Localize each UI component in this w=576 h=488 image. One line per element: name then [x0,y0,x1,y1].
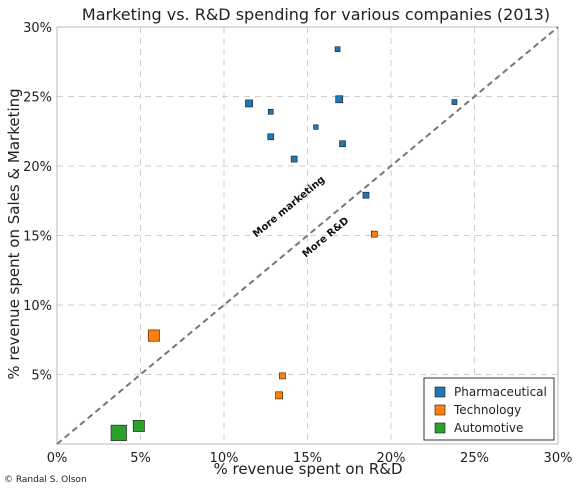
x-tick-label: 30% [544,451,573,466]
data-points [110,46,458,441]
y-tick-label: 25% [23,91,52,106]
legend-swatch [434,422,446,434]
data-point-technology [147,329,160,342]
data-point-automotive [132,419,145,432]
legend: Pharmaceutical Technology Automotive [423,377,555,441]
y-tick-label: 20% [23,160,52,175]
x-tick-label: 15% [293,451,322,466]
chart-title: Marketing vs. R&D spending for various c… [82,5,550,24]
x-tick-label: 25% [460,451,489,466]
y-tick-label: 15% [23,230,52,245]
legend-box [423,377,555,441]
x-tick-label: 20% [377,451,406,466]
y-axis-label: % revenue spent on Sales & Marketing [5,88,23,379]
data-point-pharmaceutical [245,99,253,108]
data-point-pharmaceutical [362,191,370,199]
legend-label: Automotive [454,421,523,435]
data-point-pharmaceutical [335,95,344,104]
x-tick-label: 10% [210,451,239,466]
x-tick-label: 0% [47,451,68,466]
data-point-pharmaceutical [339,140,346,148]
data-point-technology [279,372,286,380]
legend-label: Pharmaceutical [454,385,547,399]
legend-swatch [434,386,446,398]
data-point-pharmaceutical [334,46,341,53]
annotation-more-marketing: More marketing [251,174,327,240]
legend-swatch [434,404,446,416]
diagonal-line [56,26,559,445]
data-point-pharmaceutical [451,99,458,105]
credit-text: © Randal S. Olson [4,475,87,485]
data-point-technology [275,391,283,400]
legend-label: Technology [453,403,521,417]
data-point-pharmaceutical [267,133,275,141]
data-point-automotive [110,424,127,441]
plot-frame [56,26,559,445]
y-tick-label: 30% [23,21,52,36]
data-point-pharmaceutical [267,108,274,115]
data-point-pharmaceutical [313,124,319,130]
data-point-technology [370,230,378,238]
y-tick-labels: 5% 10% 15% 20% 25% 30% [23,21,52,384]
x-tick-label: 5% [130,451,151,466]
x-tick-labels: 0% 5% 10% 15% 20% 25% 30% [47,451,573,466]
y-tick-label: 5% [31,369,52,384]
annotation-more-rd: More R&D [301,215,352,260]
data-point-pharmaceutical [290,155,298,163]
y-tick-label: 10% [23,299,52,314]
x-axis-label: % revenue spent on R&D [213,460,402,478]
